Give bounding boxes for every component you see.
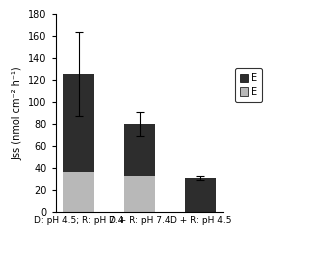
Legend: E, E: E, E xyxy=(235,68,262,102)
Bar xyxy=(124,124,155,176)
Bar xyxy=(64,74,94,172)
Bar xyxy=(64,172,94,212)
Bar xyxy=(185,178,215,212)
Bar xyxy=(124,176,155,212)
Y-axis label: Jss (nmol cm⁻² h⁻¹): Jss (nmol cm⁻² h⁻¹) xyxy=(13,66,23,160)
